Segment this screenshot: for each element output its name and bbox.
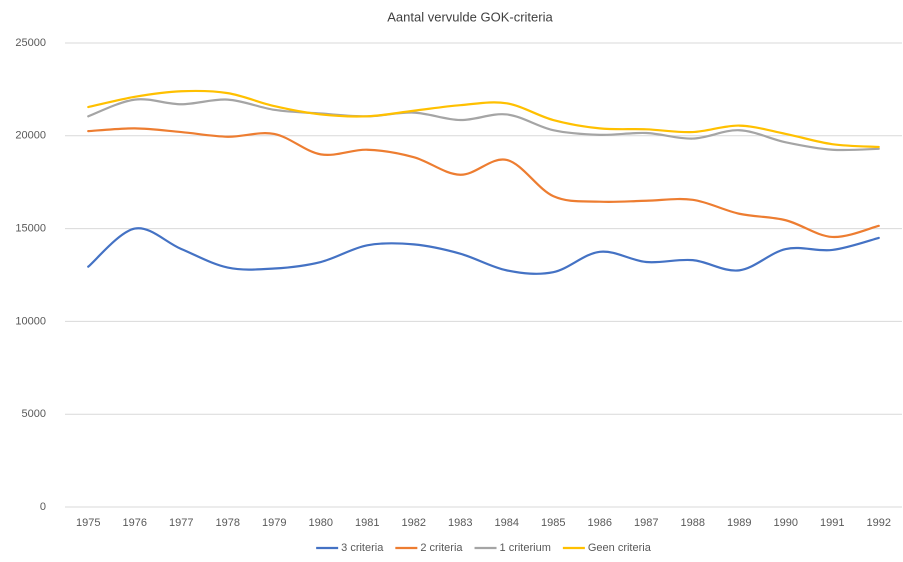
y-tick-label: 0 — [40, 501, 46, 513]
x-tick-label: 1988 — [681, 517, 705, 529]
x-tick-label: 1990 — [774, 517, 798, 529]
y-tick-label: 10000 — [15, 315, 46, 327]
series-line — [87, 89, 880, 149]
x-tick-label: 1983 — [448, 517, 472, 529]
x-tick-label: 1980 — [309, 517, 333, 529]
x-tick-label: 1981 — [355, 517, 379, 529]
x-tick-label: 1979 — [262, 517, 286, 529]
y-tick-label: 20000 — [15, 130, 46, 142]
x-tick-label: 1986 — [588, 517, 612, 529]
x-tick-label: 1992 — [867, 517, 891, 529]
x-tick-label: 1976 — [123, 517, 147, 529]
series-line — [87, 127, 880, 239]
series-line — [87, 227, 880, 275]
series-line — [87, 98, 880, 152]
x-tick-label: 1978 — [216, 517, 240, 529]
y-tick-label: 25000 — [15, 37, 46, 49]
legend-label: 1 criterium — [500, 542, 551, 554]
x-tick-label: 1984 — [495, 517, 519, 529]
x-tick-label: 1977 — [169, 517, 193, 529]
x-tick-label: 1985 — [541, 517, 565, 529]
x-tick-label: 1987 — [634, 517, 658, 529]
x-tick-label: 1989 — [727, 517, 751, 529]
y-tick-label: 5000 — [22, 408, 46, 420]
x-tick-label: 1991 — [820, 517, 844, 529]
legend-label: Geen criteria — [588, 542, 652, 554]
x-tick-label: 1982 — [402, 517, 426, 529]
x-tick-label: 1975 — [76, 517, 100, 529]
chart-title: Aantal vervulde GOK-criteria — [387, 9, 553, 24]
legend-label: 2 criteria — [420, 542, 463, 554]
legend-label: 3 criteria — [341, 542, 384, 554]
y-tick-label: 15000 — [15, 223, 46, 235]
